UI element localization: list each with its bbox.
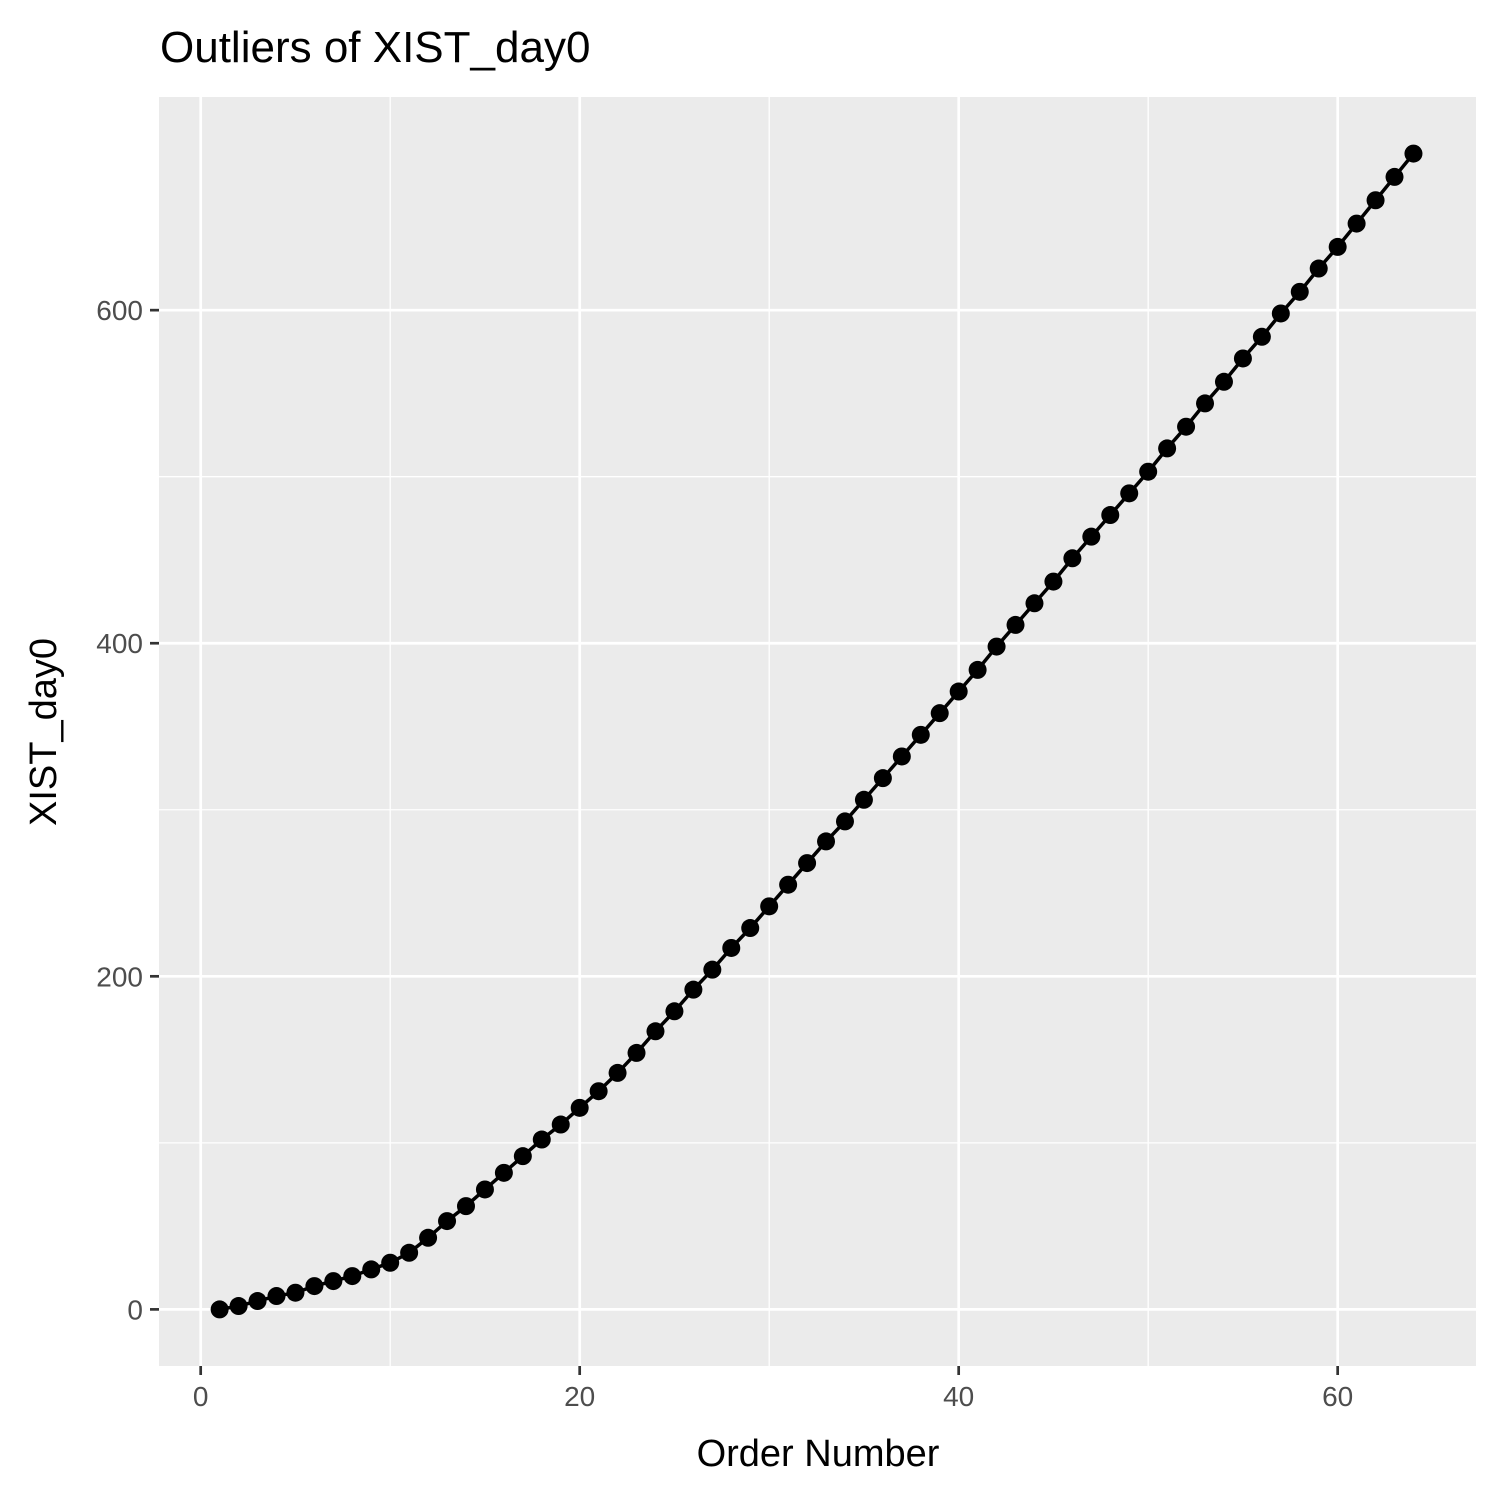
point (627, 1043, 646, 1062)
point (665, 1002, 684, 1021)
point (1290, 282, 1309, 301)
point (1328, 237, 1347, 256)
point (892, 747, 911, 766)
point (873, 769, 892, 788)
point (267, 1287, 286, 1306)
point (1158, 439, 1177, 458)
point (646, 1022, 665, 1041)
point (1139, 462, 1158, 481)
point (456, 1197, 475, 1216)
point (1271, 304, 1290, 323)
point (513, 1147, 532, 1166)
point (475, 1180, 494, 1199)
point (722, 938, 741, 957)
point (1063, 549, 1082, 568)
point (911, 725, 930, 744)
point (210, 1300, 229, 1319)
point (760, 897, 779, 916)
point (741, 919, 760, 938)
x-tick-label: 60 (1322, 1381, 1353, 1412)
point (1366, 191, 1385, 210)
point (419, 1228, 438, 1247)
line (219, 152, 1415, 1312)
point (381, 1253, 400, 1272)
point (1082, 527, 1101, 546)
point (229, 1297, 248, 1316)
x-tick-label: 0 (193, 1381, 209, 1412)
point (1347, 214, 1366, 233)
point (589, 1082, 608, 1101)
chart-title: Outliers of XIST_day0 (160, 23, 590, 72)
point (1177, 417, 1196, 436)
point (817, 832, 836, 851)
point (779, 875, 798, 894)
point (438, 1212, 457, 1231)
point (551, 1115, 570, 1134)
point (1196, 394, 1215, 413)
point (1044, 572, 1063, 591)
y-tick-label: 400 (96, 628, 143, 659)
point (854, 790, 873, 809)
point (1025, 594, 1044, 613)
point (987, 637, 1006, 656)
point (248, 1292, 267, 1311)
point (968, 660, 987, 679)
x-tick-label: 40 (943, 1381, 974, 1412)
point (494, 1163, 513, 1182)
point (608, 1063, 627, 1082)
point (1404, 144, 1423, 163)
point (324, 1272, 343, 1291)
y-tick-label: 600 (96, 295, 143, 326)
point (305, 1277, 324, 1296)
panel (159, 97, 1476, 1366)
point (684, 980, 703, 999)
point (1233, 349, 1252, 368)
point (798, 854, 817, 873)
point (835, 812, 854, 831)
point (343, 1267, 362, 1286)
point (1101, 506, 1120, 525)
y-tick-label: 0 (127, 1294, 143, 1325)
point (362, 1260, 381, 1279)
x-axis-title: Order Number (697, 1433, 940, 1475)
y-tick-label: 200 (96, 961, 143, 992)
point (532, 1130, 551, 1149)
point (930, 704, 949, 723)
point (1252, 327, 1271, 346)
y-axis-title: XIST_day0 (23, 638, 65, 826)
point (949, 682, 968, 701)
point (570, 1098, 589, 1117)
x-tick-label: 20 (564, 1381, 595, 1412)
point (703, 960, 722, 979)
point (1385, 167, 1404, 186)
point (1006, 615, 1025, 634)
point (1309, 259, 1328, 278)
point (1214, 372, 1233, 391)
point (1120, 484, 1139, 503)
point (286, 1283, 305, 1302)
point (400, 1243, 419, 1262)
